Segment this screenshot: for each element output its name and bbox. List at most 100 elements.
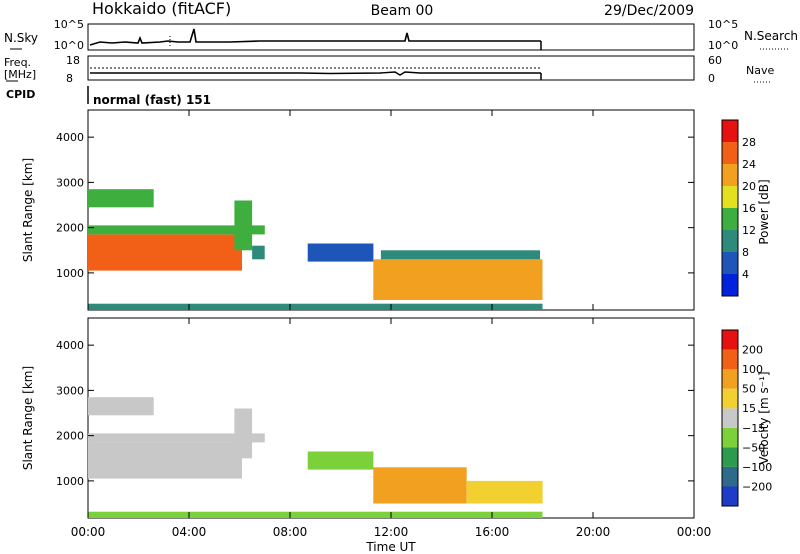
- power-echo-region-0: [88, 234, 242, 271]
- velocity-echo-region-4: [307, 451, 374, 470]
- freq-right-tick-top: 60: [708, 54, 722, 67]
- beam-title: Beam 00: [371, 3, 434, 19]
- velocity-echo-region-2: [88, 397, 154, 416]
- power-colorbar-segment-4: [722, 186, 738, 208]
- xtick-label-1: 04:00: [172, 525, 207, 539]
- power-colorbar: 4 8 12 16 20 24 28: [721, 119, 756, 297]
- power-colorbar-tick-3: 16: [742, 202, 756, 215]
- velocity-colorbar-label: Velocity [m s⁻¹]: [757, 371, 771, 464]
- velocity-colorbar-segment-1: [722, 466, 738, 487]
- noise-right-tick-top: 10^5: [708, 18, 738, 31]
- power-colorbar-segment-7: [722, 120, 738, 142]
- velocity-colorbar-tick-2: 50: [742, 383, 756, 396]
- velocity-echo-region-0: [88, 442, 242, 479]
- nave-label: Nave: [746, 64, 774, 77]
- freq-left-label-1: Freq.: [4, 56, 31, 69]
- power-ytick-label-3: 4000: [56, 131, 84, 144]
- freq-right-tick-bottom: 0: [708, 72, 715, 85]
- noise-left-tick-top: 10^5: [54, 18, 84, 31]
- velocity-colorbar-segment-4: [722, 408, 738, 428]
- xtick-label-2: 08:00: [273, 525, 308, 539]
- power-echo-region-1: [88, 225, 265, 235]
- velocity-colorbar-frame: [721, 329, 739, 507]
- date-title: 29/Dec/2009: [604, 3, 694, 19]
- power-colorbar-segment-3: [722, 208, 738, 230]
- power-echo-region-5: [307, 243, 374, 262]
- velocity-colorbar-segment-5: [722, 388, 738, 409]
- power-colorbar-tick-2: 12: [742, 224, 756, 237]
- power-colorbar-segment-2: [722, 230, 738, 252]
- velocity-ytick-label-2: 3000: [56, 384, 84, 397]
- power-colorbar-label: Power [dB]: [757, 179, 771, 244]
- power-echo-region-8: [88, 303, 543, 310]
- noise-sky-trace: [89, 28, 541, 46]
- velocity-colorbar-segment-7: [722, 349, 738, 370]
- power-colorbar-tick-4: 20: [742, 180, 756, 193]
- velocity-ytick-label-0: 1000: [56, 475, 84, 488]
- velocity-colorbar-tick-4: −15: [742, 422, 765, 435]
- velocity-ytick-label-1: 2000: [56, 430, 84, 443]
- velocity-colorbar-tick-7: −200: [742, 480, 772, 493]
- noise-panel-frame: [87, 23, 695, 51]
- power-ytick-label-2: 3000: [56, 176, 84, 189]
- xtick-label-5: 20:00: [576, 525, 611, 539]
- power-echo-region-4: [252, 245, 265, 260]
- velocity-colorbar-tick-0: 200: [742, 344, 763, 357]
- velocity-colorbar: 200 100 50 15 −15 −50 −100 −200: [721, 329, 772, 507]
- freq-panel-frame: [87, 55, 695, 81]
- power-colorbar-tick-5: 24: [742, 158, 756, 171]
- xtick-label-6: 00:00: [677, 525, 712, 539]
- freq-trace: [90, 71, 541, 76]
- noise-left-tick-bottom: 10^0: [54, 39, 84, 52]
- velocity-colorbar-tick-6: −100: [742, 461, 772, 474]
- velocity-colorbar-segment-6: [722, 369, 738, 389]
- power-echo-region-7: [380, 250, 540, 260]
- velocity-colorbar-segment-8: [722, 330, 738, 350]
- noise-panel: N.Sky 10^5 10^0 10^5 10^0 N.Search: [4, 18, 798, 52]
- power-colorbar-tick-0: 4: [742, 268, 749, 281]
- power-colorbar-segment-0: [722, 274, 738, 296]
- velocity-echo-region-3: [234, 408, 253, 459]
- noise-right-label: N.Search: [744, 29, 798, 43]
- velocity-colorbar-tick-5: −50: [742, 441, 765, 454]
- cpid-text: normal (fast) 151: [93, 93, 211, 107]
- power-colorbar-tick-1: 8: [742, 246, 749, 259]
- freq-panel: Freq. [MHz] 18 8 60 0 Nave: [4, 54, 774, 85]
- power-colorbar-tick-6: 28: [742, 136, 756, 149]
- xtick-label-0: 00:00: [71, 525, 106, 539]
- power-echo-region-6: [373, 259, 543, 300]
- station-title: Hokkaido (fitACF): [92, 0, 231, 18]
- velocity-echo-region-7: [88, 511, 543, 518]
- power-colorbar-segment-1: [722, 252, 738, 274]
- x-axis-label: Time UT: [365, 540, 416, 554]
- velocity-colorbar-tick-1: 100: [742, 363, 763, 376]
- power-ytick-label-1: 2000: [56, 222, 84, 235]
- power-ylabel: Slant Range [km]: [21, 158, 35, 262]
- power-echo-region-2: [88, 189, 154, 208]
- power-ytick-label-0: 1000: [56, 267, 84, 280]
- velocity-colorbar-segment-3: [722, 427, 738, 448]
- xtick-label-4: 16:00: [475, 525, 510, 539]
- velocity-echo-region-1: [88, 433, 265, 443]
- power-colorbar-frame: [721, 119, 739, 297]
- noise-left-label: N.Sky: [4, 31, 38, 45]
- cpid-label: CPID: [6, 88, 35, 101]
- power-echo-region-3: [234, 200, 253, 251]
- velocity-echo-region-5: [373, 467, 467, 504]
- x-axis-ticks: 00:00 04:00 08:00 12:00 16:00 20:00 00:00: [71, 525, 712, 539]
- velocity-echo-region-6: [466, 480, 543, 504]
- noise-right-tick-bottom: 10^0: [708, 39, 738, 52]
- freq-left-tick-bottom: 8: [66, 72, 73, 85]
- velocity-colorbar-segment-0: [722, 486, 738, 506]
- velocity-colorbar-tick-3: 15: [742, 402, 756, 415]
- velocity-colorbar-segment-2: [722, 447, 738, 467]
- freq-left-tick-top: 18: [66, 54, 80, 67]
- velocity-ytick-label-3: 4000: [56, 339, 84, 352]
- xtick-label-3: 12:00: [374, 525, 409, 539]
- freq-left-label-2: [MHz]: [4, 68, 36, 81]
- power-colorbar-segment-6: [722, 142, 738, 164]
- velocity-panel: Slant Range [km] 1000 2000 3000 4000: [21, 317, 695, 519]
- velocity-ylabel: Slant Range [km]: [21, 366, 35, 470]
- power-colorbar-segment-5: [722, 164, 738, 186]
